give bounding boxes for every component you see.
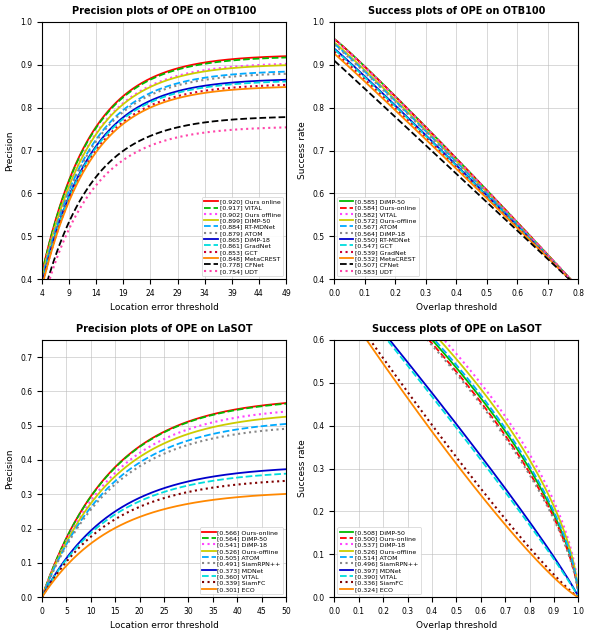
Legend: [0.920] Ours online, [0.917] VITAL, [0.902] Ours offline, [0.899] DIMP-50, [0.88: [0.920] Ours online, [0.917] VITAL, [0.9… xyxy=(202,197,283,276)
Title: Success plots of OPE on LaSOT: Success plots of OPE on LaSOT xyxy=(372,324,541,333)
Legend: [0.508] DiMP-50, [0.500] Ours-online, [0.537] DiMP-18, [0.526] Ours-offline, [0.: [0.508] DiMP-50, [0.500] Ours-online, [0… xyxy=(337,527,421,594)
X-axis label: Location error threshold: Location error threshold xyxy=(110,621,218,630)
Title: Success plots of OPE on OTB100: Success plots of OPE on OTB100 xyxy=(368,6,545,15)
Legend: [0.566] Ours-online, [0.564] DiMP-50, [0.541] DiMP-18, [0.526] Ours-offline, [0.: [0.566] Ours-online, [0.564] DiMP-50, [0… xyxy=(199,527,283,594)
Title: Precision plots of OPE on LaSOT: Precision plots of OPE on LaSOT xyxy=(76,324,253,333)
Legend: [0.585] DiMP-50, [0.584] Ours-online, [0.582] VITAL, [0.572] Ours-offline, [0.56: [0.585] DiMP-50, [0.584] Ours-online, [0… xyxy=(337,197,419,276)
Y-axis label: Precision: Precision xyxy=(5,448,15,489)
Y-axis label: Precision: Precision xyxy=(5,130,15,171)
X-axis label: Location error threshold: Location error threshold xyxy=(110,303,218,312)
X-axis label: Overlap threshold: Overlap threshold xyxy=(416,621,497,630)
Y-axis label: Success rate: Success rate xyxy=(298,121,307,179)
Y-axis label: Success rate: Success rate xyxy=(298,439,307,497)
X-axis label: Overlap threshold: Overlap threshold xyxy=(416,303,497,312)
Title: Precision plots of OPE on OTB100: Precision plots of OPE on OTB100 xyxy=(72,6,256,15)
